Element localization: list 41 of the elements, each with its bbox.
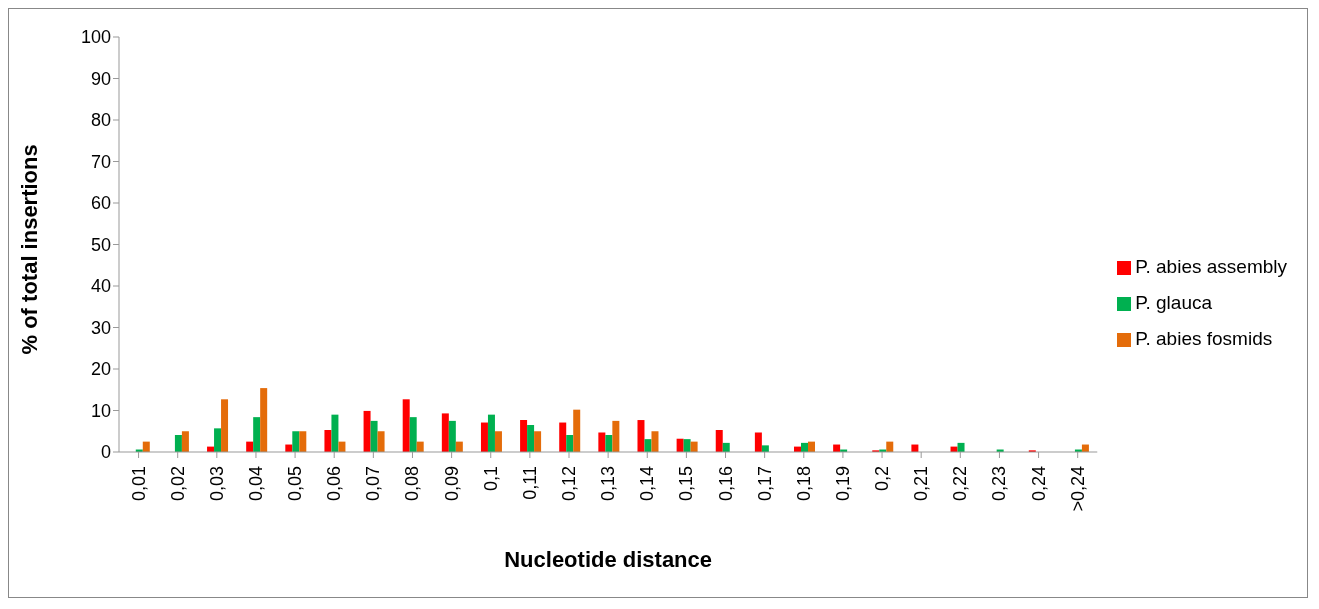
x-tick-label: 0,21: [911, 466, 932, 502]
y-tick-label: 30: [90, 317, 111, 338]
y-tick-label: 50: [90, 234, 111, 255]
y-tick-label: 10: [90, 400, 111, 421]
legend-label: P. abies fosmids: [1135, 328, 1273, 349]
x-tick-label: 0,23: [989, 466, 1010, 502]
y-tick-label: 80: [90, 110, 111, 131]
y-tick-label: 90: [90, 68, 111, 89]
y-tick-label: 100: [80, 27, 111, 48]
legend-label: P. abies assembly: [1135, 256, 1287, 277]
x-tick-label: 0,05: [285, 466, 306, 502]
x-tick-label: >0,24: [1067, 466, 1088, 512]
x-tick-label: 0,04: [245, 466, 266, 502]
x-tick-label: 0,14: [637, 466, 658, 502]
x-axis-title: Nucleotide distance: [504, 547, 713, 572]
x-tick-label: 0,2: [872, 466, 893, 492]
x-tick-label: 0,22: [950, 466, 971, 502]
x-tick-label: 0,07: [363, 466, 384, 502]
y-tick-label: 0: [100, 442, 111, 463]
x-tick-label: 0,1: [480, 466, 501, 492]
x-tick-label: 0,06: [324, 466, 345, 502]
x-tick-label: 0,09: [441, 466, 462, 502]
x-tick-label: 0,01: [128, 466, 149, 502]
y-axis-title: % of total insertions: [16, 144, 42, 355]
x-tick-label: 0,18: [793, 466, 814, 502]
y-tick-label: 40: [90, 276, 111, 297]
x-tick-label: 0,02: [167, 466, 188, 502]
x-tick-label: 0,03: [206, 466, 227, 502]
x-tick-label: 0,19: [832, 466, 853, 502]
x-tick-label: 0,16: [715, 466, 736, 502]
x-tick-label: 0,15: [676, 466, 697, 502]
x-tick-label: 0,17: [754, 466, 775, 502]
x-tick-label: 0,08: [402, 466, 423, 502]
x-tick-label: 0,13: [598, 466, 619, 502]
x-tick-label: 0,11: [519, 466, 540, 500]
y-tick-label: 70: [90, 151, 111, 172]
legend-label: P. glauca: [1135, 292, 1213, 313]
x-tick-label: 0,24: [1028, 466, 1049, 502]
x-tick-label: 0,12: [559, 466, 579, 502]
y-tick-label: 20: [90, 359, 111, 380]
y-tick-label: 60: [90, 193, 111, 214]
